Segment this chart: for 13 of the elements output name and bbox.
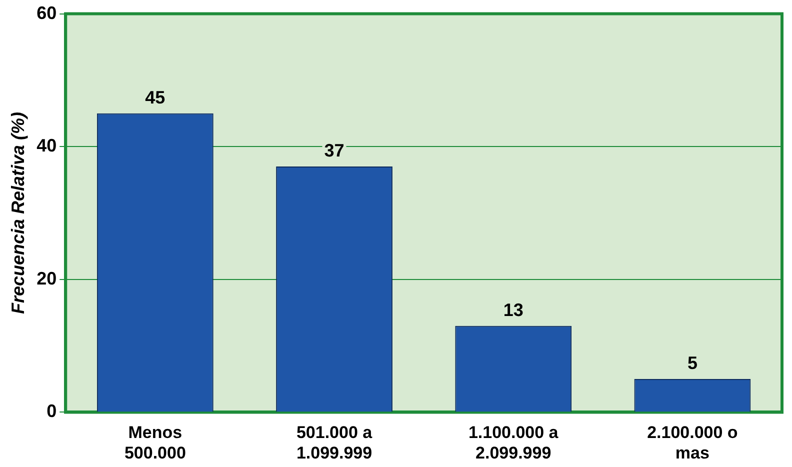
x-tick-label: 501.000 a 1.099.999 [296, 423, 373, 462]
x-tick-label: Menos 500.000 [124, 423, 186, 462]
data-label: 5 [687, 352, 698, 373]
y-axis-title: Frecuencia Relativa (%) [8, 112, 28, 314]
x-tick-label: 1.100.000 a 2.099.999 [468, 423, 559, 462]
data-label: 13 [503, 300, 524, 320]
y-tick-label: 40 [36, 136, 57, 156]
y-tick-label: 20 [36, 268, 57, 288]
y-tick-label: 0 [46, 401, 57, 422]
x-tick-label: 2.100.000 o mas [647, 423, 738, 462]
y-tick-label: 60 [36, 2, 57, 23]
data-label: 45 [145, 87, 166, 108]
data-label: 37 [324, 140, 344, 160]
